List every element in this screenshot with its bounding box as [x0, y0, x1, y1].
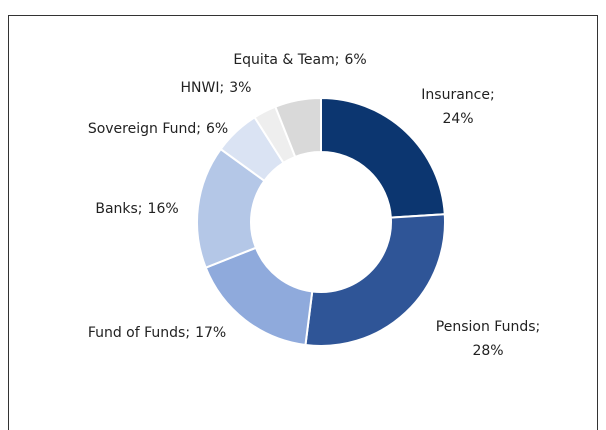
slice-label: Banks; 16%: [95, 201, 178, 217]
category-label: Banks;: [95, 201, 142, 217]
value-label: 24%: [442, 111, 473, 127]
slice-label: Insurance; 24%: [421, 87, 494, 127]
value-label: 3%: [229, 80, 251, 96]
category-label: Fund of Funds;: [88, 325, 190, 341]
slice-label: Fund of Funds; 17%: [88, 325, 226, 341]
slice-label: Equita & Team; 6%: [233, 52, 366, 68]
slice-label: Pension Funds; 28%: [436, 319, 540, 359]
slice-label: HNWI; 3%: [181, 80, 252, 96]
category-label: Sovereign Fund;: [88, 121, 201, 137]
value-label: 6%: [344, 52, 366, 68]
frame: [8, 15, 598, 430]
donut-slice: [304, 213, 446, 347]
slice-label: Sovereign Fund; 6%: [88, 121, 228, 137]
value-label: 28%: [472, 343, 503, 359]
category-label: HNWI;: [181, 80, 225, 96]
value-label: 17%: [195, 325, 226, 341]
donut-slice: [274, 96, 322, 159]
category-label: Pension Funds;: [436, 319, 540, 335]
category-label: Insurance;: [421, 87, 494, 103]
value-label: 6%: [206, 121, 228, 137]
donut-slice: [320, 96, 446, 219]
value-label: 16%: [148, 201, 179, 217]
category-label: Equita & Team;: [233, 52, 339, 68]
